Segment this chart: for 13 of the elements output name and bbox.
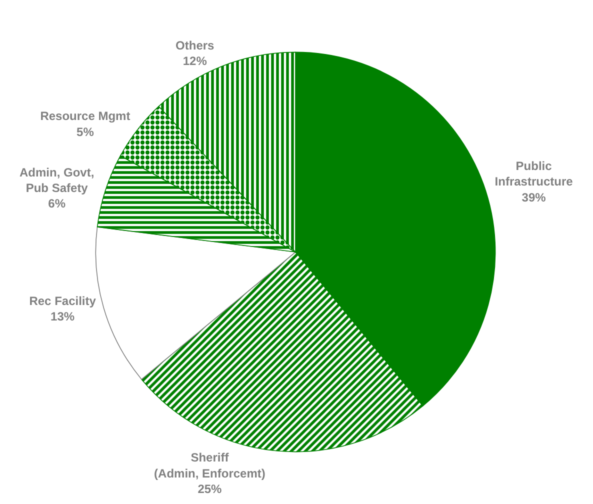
slice-label: Resource Mgmt (40, 109, 130, 124)
data-label: 12% (182, 54, 208, 68)
slice-label: Admin, Govt, Pub Safety (20, 166, 94, 196)
pie-slice (95, 226, 296, 380)
data-label: 39% (522, 190, 546, 204)
data-label: 5% (76, 124, 94, 139)
data-label: 25% (198, 482, 222, 496)
slice-label: Rec Facility (29, 294, 96, 308)
data-label: 13% (50, 310, 75, 324)
slice-label: Sheriff (Admin, Enforcemt) (154, 450, 266, 480)
slice-label: Others (176, 38, 215, 53)
data-label: 6% (48, 196, 66, 211)
slice-label: Public Infrastructure (494, 159, 574, 189)
